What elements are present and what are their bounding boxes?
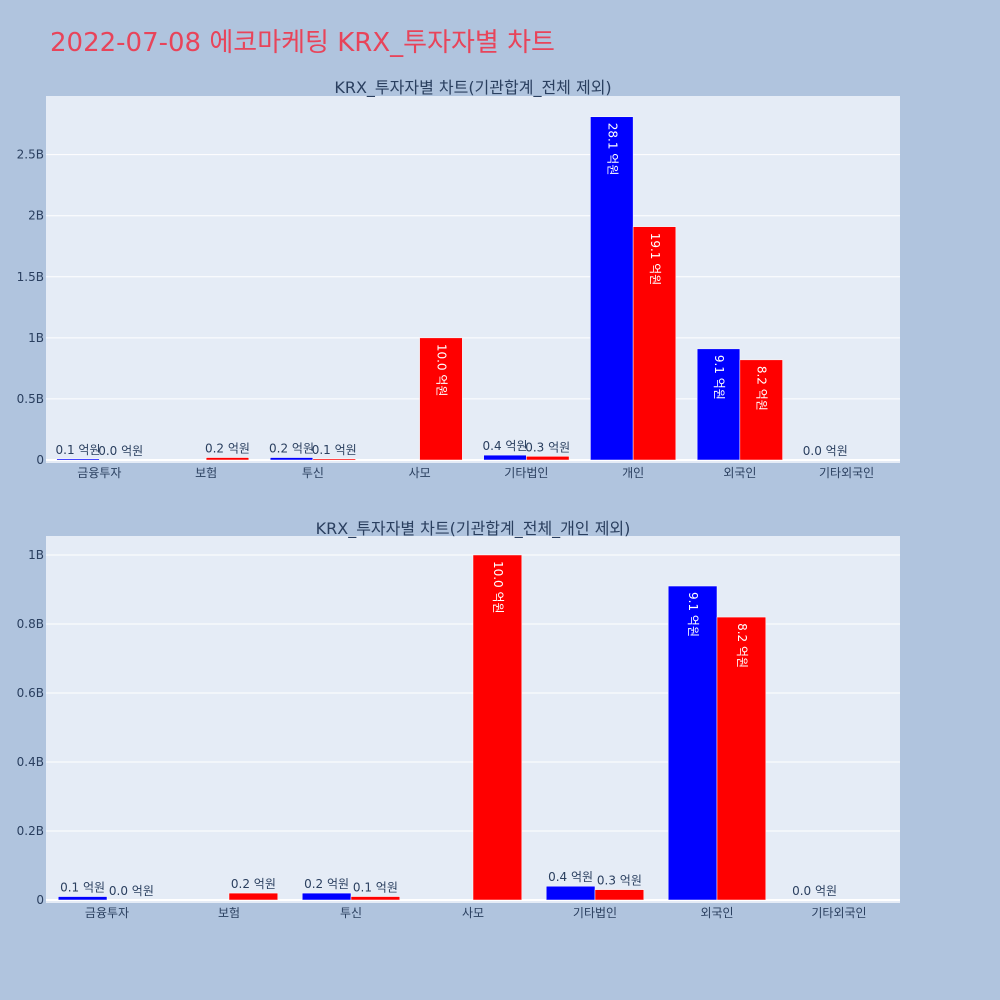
bar [590, 116, 634, 461]
x-tick-label: 기타외국인 [819, 466, 874, 480]
x-tick-label: 투신 [340, 906, 362, 920]
x-tick-label: 기타법인 [573, 906, 617, 920]
bar-value-label: 0.0 억원 [109, 884, 154, 898]
bar [350, 896, 401, 901]
bar [667, 585, 718, 901]
bar [312, 458, 356, 461]
bar [739, 359, 783, 461]
bar [594, 889, 645, 901]
bar [696, 348, 741, 461]
y-tick-label: 0 [36, 453, 44, 467]
bar [269, 457, 314, 461]
bar [716, 616, 767, 901]
bar-value-label: 0.1 억원 [60, 881, 105, 895]
bar-value-label: 0.4 억원 [483, 439, 528, 453]
y-tick-label: 0.8B [17, 617, 44, 631]
x-tick-label: 기타법인 [504, 466, 548, 480]
x-tick-label: 금융투자 [85, 906, 129, 920]
bar-value-label: 0.1 억원 [56, 443, 101, 457]
chart-title: KRX_투자자별 차트(기관합계_전체_개인 제외) [316, 519, 631, 539]
bar [205, 457, 250, 461]
bar-value-label: 0.3 억원 [597, 874, 642, 888]
bar-value-label: 0.0 억원 [792, 884, 837, 898]
page-title: 2022-07-08 에코마케팅 KRX_투자자별 차트 [50, 28, 555, 58]
bar-value-label: 10.0 억원 [491, 561, 505, 614]
x-tick-label: 개인 [622, 466, 644, 480]
y-tick-label: 0 [36, 893, 44, 907]
bar [56, 458, 100, 461]
bar-value-label: 0.1 억원 [353, 881, 398, 895]
bar-value-label: 0.1 억원 [312, 443, 357, 457]
x-tick-label: 투신 [302, 466, 324, 480]
chart-top: 0 0.5B 1B 1.5B 2B 2.5B KRX_투자자별 차트(기관합계_전체 제외)… [17, 78, 900, 480]
y-tick-label: 2.5B [17, 148, 44, 162]
bar [632, 226, 677, 461]
bar-value-label: 0.3 억원 [525, 440, 570, 454]
bar-value-label: 0.4 억원 [548, 870, 593, 884]
bar [301, 892, 352, 901]
bar-value-label: 9.1 억원 [686, 592, 700, 637]
x-tick-label: 사모 [462, 906, 484, 920]
x-tick-label: 외국인 [723, 466, 756, 480]
y-tick-label: 0.4B [17, 755, 44, 769]
bar-value-label: 19.1 억원 [648, 233, 662, 286]
bar [483, 454, 527, 461]
x-tick-label: 금융투자 [77, 466, 121, 480]
x-tick-label: 기타외국인 [811, 906, 866, 920]
chart-title: KRX_투자자별 차트(기관합계_전체 제외) [334, 78, 611, 98]
y-tick-label: 1B [28, 331, 44, 345]
x-tick-label: 보험 [218, 906, 240, 920]
y-tick-label: 0.5B [17, 392, 44, 406]
y-tick-label: 2B [28, 209, 44, 223]
y-tick-label: 1.5B [17, 270, 44, 284]
bar [472, 554, 523, 901]
bar-value-label: 8.2 억원 [755, 366, 769, 411]
y-tick-label: 0.2B [17, 824, 44, 838]
bar-value-label: 0.2 억원 [269, 442, 314, 456]
chart-bottom: 0 0.2B 0.4B 0.6B 0.8B 1B KRX_투자자별 차트(기관합계_전체_개… [17, 519, 900, 920]
x-tick-label: 보험 [195, 466, 217, 480]
bar [228, 892, 279, 901]
bar-value-label: 0.2 억원 [231, 877, 276, 891]
bar [57, 896, 108, 901]
x-tick-label: 사모 [409, 466, 431, 480]
bar [419, 337, 463, 461]
x-tick-label: 외국인 [700, 906, 733, 920]
bar-value-label: 8.2 억원 [735, 623, 749, 668]
bar-value-label: 0.2 억원 [205, 442, 250, 456]
bar-value-label: 10.0 억원 [434, 344, 448, 397]
bar-value-label: 0.0 억원 [803, 444, 848, 458]
bar-value-label: 0.0 억원 [98, 444, 143, 458]
y-tick-label: 0.6B [17, 686, 44, 700]
bar [545, 885, 596, 901]
bar-value-label: 9.1 억원 [712, 355, 726, 400]
y-tick-label: 1B [28, 548, 44, 562]
bar [526, 456, 570, 461]
bar-value-label: 28.1 억원 [605, 123, 619, 176]
bar-value-label: 0.2 억원 [304, 877, 349, 891]
